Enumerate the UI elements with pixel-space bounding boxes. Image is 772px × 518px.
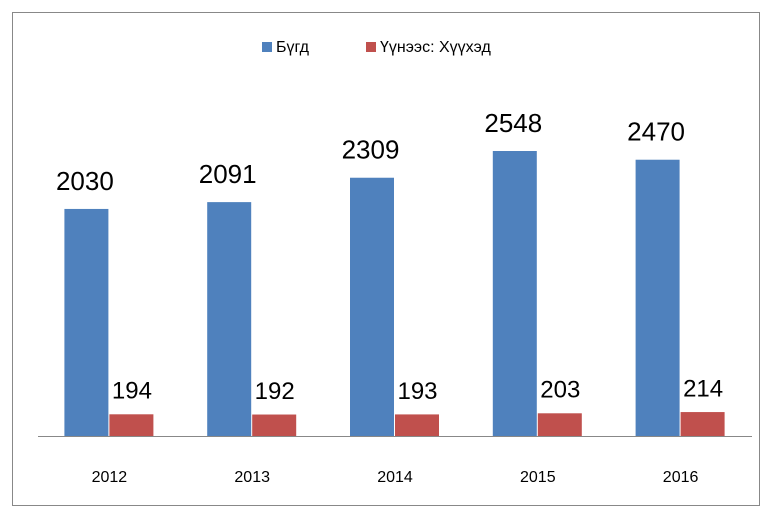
x-tick-label: 2015 — [520, 469, 556, 486]
bar — [492, 151, 537, 436]
legend-swatch — [262, 42, 272, 52]
legend-swatch — [366, 42, 376, 52]
data-label: 2548 — [484, 108, 542, 138]
bar — [395, 414, 439, 436]
bar — [64, 208, 109, 436]
bar — [207, 202, 252, 436]
bar — [635, 159, 680, 436]
x-tick-label: 2012 — [92, 469, 128, 486]
legend-label: Бүгд — [276, 39, 310, 56]
bar — [537, 413, 582, 436]
bar — [252, 414, 297, 436]
data-label: 2030 — [56, 166, 114, 196]
data-label: 192 — [255, 378, 295, 405]
data-label: 2091 — [199, 159, 257, 189]
x-tick-label: 2014 — [377, 469, 413, 486]
data-label: 214 — [683, 375, 723, 402]
data-label: 2470 — [627, 117, 685, 147]
x-tick-label: 2013 — [234, 469, 270, 486]
data-label: 2309 — [342, 135, 400, 165]
x-tick-label: 2016 — [663, 469, 699, 486]
data-label: 194 — [112, 378, 152, 405]
bar — [109, 414, 154, 436]
data-label: 193 — [397, 378, 437, 405]
legend-label: Үүнээс: Хүүхэд — [380, 39, 491, 56]
bar — [350, 177, 394, 436]
data-label: 203 — [540, 377, 580, 404]
bar — [680, 412, 725, 436]
